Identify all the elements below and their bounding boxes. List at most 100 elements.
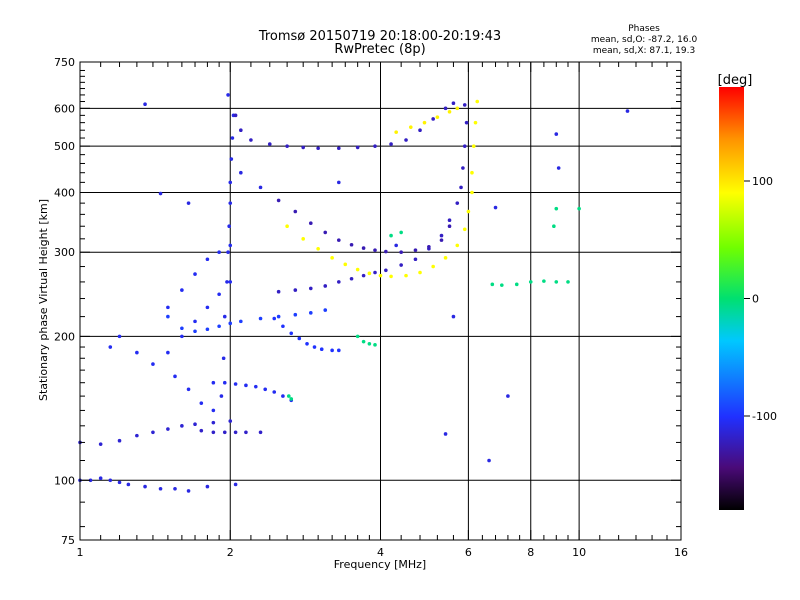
x-tick-label: 2 <box>227 546 234 559</box>
data-point <box>135 433 139 438</box>
data-point <box>431 264 435 269</box>
data-point <box>473 120 478 125</box>
x-tick-label: 6 <box>465 546 472 559</box>
data-point <box>337 348 341 353</box>
data-point <box>389 233 393 238</box>
data-point <box>462 103 467 107</box>
data-point <box>117 480 122 485</box>
data-point <box>239 170 243 175</box>
colorbar-tick-label: -100 <box>752 410 777 423</box>
data-point <box>217 324 221 329</box>
data-point <box>166 427 170 431</box>
data-point <box>158 191 163 196</box>
data-point <box>293 312 298 317</box>
data-point <box>221 356 226 361</box>
data-point <box>285 144 289 148</box>
data-point <box>464 120 469 125</box>
data-point <box>506 394 510 398</box>
data-point <box>373 248 377 252</box>
data-point <box>422 120 427 125</box>
data-point <box>193 329 197 334</box>
y-tick-label: 600 <box>54 102 75 115</box>
colorbar-tick-label: 100 <box>752 175 773 188</box>
x-axis: 1 2 4 6 8 10 16 <box>77 62 688 559</box>
data-point <box>355 145 360 150</box>
data-point <box>239 128 243 132</box>
data-point <box>186 489 191 493</box>
data-point <box>367 271 372 276</box>
data-point <box>276 198 281 203</box>
data-point <box>443 256 448 260</box>
y-tick-label: 400 <box>54 186 75 199</box>
data-point <box>319 347 324 352</box>
data-point <box>461 166 465 170</box>
data-point <box>267 142 272 146</box>
data-point <box>244 430 248 435</box>
data-point <box>308 221 313 226</box>
data-point <box>389 274 393 279</box>
data-point <box>228 180 233 185</box>
data-point <box>180 288 184 292</box>
data-point <box>367 341 372 346</box>
x-tick-label: 10 <box>572 546 586 559</box>
data-point <box>211 408 216 413</box>
data-point <box>447 110 452 114</box>
data-point <box>323 284 328 288</box>
data-point <box>233 482 238 487</box>
data-point <box>361 339 366 344</box>
data-point <box>217 250 221 255</box>
data-point <box>226 250 230 255</box>
y-tick-label: 500 <box>54 140 75 153</box>
data-point <box>193 319 197 324</box>
data-point <box>193 422 197 427</box>
y-tick-label: 300 <box>54 246 75 259</box>
data-point <box>316 246 320 251</box>
data-point <box>222 430 227 435</box>
data-point <box>361 273 366 278</box>
data-point <box>98 442 103 446</box>
data-point <box>108 345 113 349</box>
data-point <box>552 224 556 229</box>
data-point <box>228 243 233 248</box>
data-point <box>233 113 238 118</box>
data-point <box>493 205 498 210</box>
data-point <box>173 486 177 491</box>
data-point <box>439 233 444 238</box>
data-point <box>451 101 456 105</box>
data-point <box>554 132 559 136</box>
data-point <box>249 138 253 142</box>
data-point <box>233 430 238 435</box>
data-point <box>413 248 418 252</box>
data-point <box>117 438 122 443</box>
data-point <box>394 243 398 248</box>
x-tick-label: 16 <box>674 546 688 559</box>
data-point <box>286 394 291 398</box>
data-point <box>258 430 263 435</box>
data-point <box>470 170 474 175</box>
stats-o-mode: mean, sd,O: -87.2, 16.0 <box>591 35 698 45</box>
data-point <box>258 185 263 190</box>
colorbar-tick-label: 0 <box>752 293 759 306</box>
data-point <box>228 419 233 423</box>
data-point <box>355 267 360 272</box>
data-point <box>470 190 474 195</box>
data-point <box>399 230 403 235</box>
data-point <box>211 420 216 425</box>
data-point <box>98 476 103 481</box>
data-point <box>435 115 440 119</box>
data-point <box>193 272 197 276</box>
data-point <box>289 331 294 336</box>
data-point <box>455 243 460 248</box>
data-point <box>205 327 210 332</box>
data-point <box>330 256 334 260</box>
data-point <box>554 206 559 211</box>
data-point <box>186 387 191 392</box>
data-point <box>349 242 354 247</box>
data-point <box>166 305 170 310</box>
data-point <box>542 279 546 283</box>
data-point <box>308 311 313 315</box>
y-tick-label: 200 <box>54 330 75 343</box>
data-point <box>455 201 460 205</box>
data-point <box>276 314 281 319</box>
data-point <box>443 432 448 436</box>
